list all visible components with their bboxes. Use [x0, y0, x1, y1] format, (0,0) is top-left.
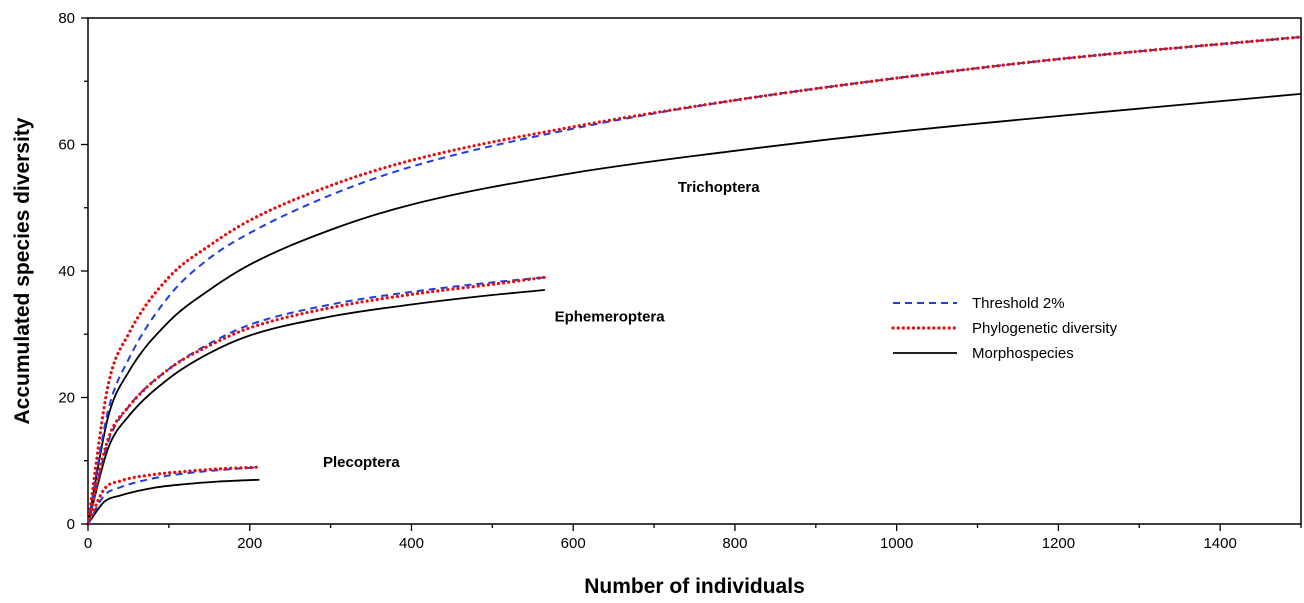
plot-area — [87, 17, 1302, 525]
series-plecoptera-phylogenetic-diversity — [86, 465, 262, 526]
legend-item-threshold-2: Threshold 2% — [893, 295, 1065, 312]
x-tick-label: 1000 — [880, 535, 913, 552]
legend-item-morphospecies: Morphospecies — [893, 345, 1074, 362]
group-trichoptera — [86, 35, 1303, 526]
series-plecoptera-morphospecies — [87, 478, 260, 525]
group-labels: Trichoptera Ephemeroptera Plecoptera — [323, 179, 760, 471]
series-trichoptera-morphospecies — [87, 93, 1302, 525]
plot-frame — [87, 17, 1302, 525]
x-tick-label: 600 — [561, 535, 586, 552]
series-ephemeroptera-phylogenetic-diversity — [86, 275, 547, 526]
group-label-trichoptera: Trichoptera — [678, 179, 760, 196]
legend-label: Morphospecies — [972, 345, 1074, 362]
x-tick-label: 1400 — [1203, 535, 1236, 552]
x-tick-label: 1200 — [1042, 535, 1075, 552]
x-tick-label: 0 — [84, 535, 92, 552]
series-ephemeroptera-morphospecies — [87, 289, 545, 525]
group-plecoptera — [86, 465, 262, 526]
y-tick-label: 80 — [58, 10, 75, 27]
series-plecoptera-threshold-2 — [87, 466, 260, 525]
curves — [86, 35, 1303, 526]
group-label-ephemeroptera: Ephemeroptera — [555, 309, 666, 326]
group-ephemeroptera — [86, 275, 547, 526]
legend-label: Phylogenetic diversity — [972, 320, 1118, 337]
x-axis-title: Number of individuals — [584, 575, 805, 598]
series-trichoptera-phylogenetic-diversity — [86, 35, 1303, 526]
y-tick-label: 60 — [58, 137, 75, 154]
y-tick-label: 0 — [67, 516, 75, 533]
y-tick-label: 20 — [58, 390, 75, 407]
legend-item-phylogenetic-diversity: Phylogenetic diversity — [891, 320, 1118, 337]
legend-label: Threshold 2% — [972, 295, 1065, 312]
y-axis-title: Accumulated species diversity — [11, 117, 34, 424]
axes: 0 200 400 600 800 1000 1200 1400 0 20 40 60 80 — [58, 10, 1302, 552]
x-tick-label: 400 — [399, 535, 424, 552]
y-tick-label: 40 — [58, 263, 75, 280]
x-tick-label: 800 — [722, 535, 747, 552]
group-label-plecoptera: Plecoptera — [323, 454, 400, 471]
x-tick-label: 200 — [237, 535, 262, 552]
legend: Threshold 2% Phylogenetic diversity Morpho… — [891, 295, 1118, 362]
